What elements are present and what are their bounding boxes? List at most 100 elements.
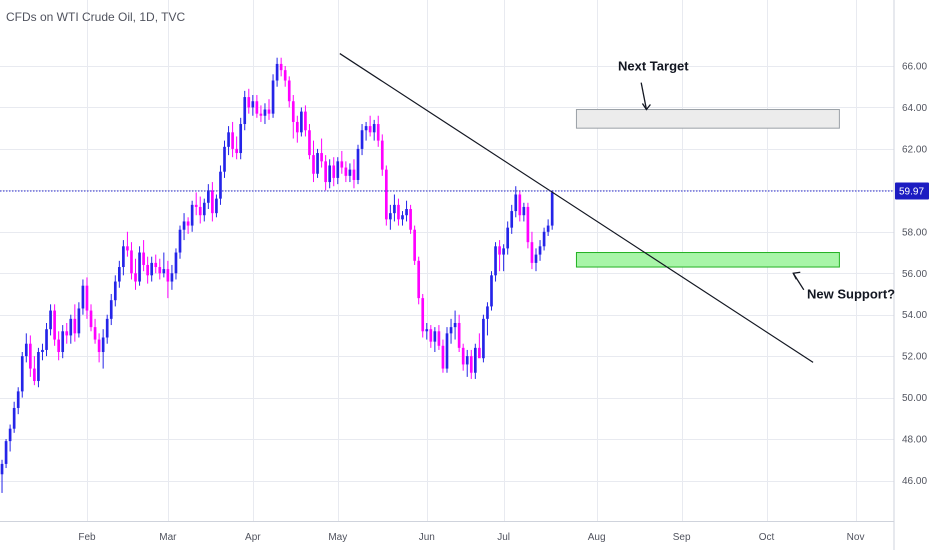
candle-17 xyxy=(69,314,73,344)
candle-64 xyxy=(259,105,263,122)
candle-body-0 xyxy=(0,463,4,475)
candle-12 xyxy=(49,304,52,336)
candle-body-109 xyxy=(441,345,445,369)
candle-90 xyxy=(364,121,368,141)
y-tick-label-2: 50.00 xyxy=(902,393,927,404)
x-tick-label-6: Aug xyxy=(588,532,606,543)
candle-103 xyxy=(417,256,421,305)
candle-111 xyxy=(449,318,453,344)
candle-112 xyxy=(453,310,457,340)
candle-body-117 xyxy=(473,347,477,373)
candle-body-119 xyxy=(482,318,485,359)
candle-20 xyxy=(81,279,85,315)
candle-body-40 xyxy=(162,269,166,274)
x-tick-label-2: Apr xyxy=(245,532,261,543)
candle-body-75 xyxy=(304,111,307,131)
candle-110 xyxy=(445,327,449,373)
candle-98 xyxy=(397,198,400,226)
candle-62 xyxy=(251,95,255,116)
candle-body-55 xyxy=(223,146,226,172)
candle-126 xyxy=(510,204,514,234)
candle-body-74 xyxy=(300,111,303,133)
candle-body-89 xyxy=(360,130,364,149)
candle-body-78 xyxy=(316,153,319,174)
candle-87 xyxy=(352,159,356,189)
candle-body-118 xyxy=(478,347,481,359)
y-tick-label-6: 58.00 xyxy=(902,227,927,238)
candle-body-24 xyxy=(97,339,101,353)
candle-11 xyxy=(45,322,48,357)
candle-1 xyxy=(4,439,8,469)
candle-body-29 xyxy=(117,267,121,282)
candle-129 xyxy=(522,202,526,222)
candle-125 xyxy=(506,221,510,255)
candle-body-134 xyxy=(542,231,546,247)
candle-body-124 xyxy=(502,248,505,255)
candle-45 xyxy=(182,213,186,241)
y-tick-label-0: 46.00 xyxy=(902,476,927,487)
y-tick-label-8: 62.00 xyxy=(902,144,927,155)
candle-body-91 xyxy=(368,126,372,133)
candle-31 xyxy=(126,231,129,257)
candle-23 xyxy=(93,318,97,344)
candle-body-43 xyxy=(174,252,178,274)
candle-88 xyxy=(356,144,360,185)
candle-133 xyxy=(538,240,542,261)
candle-body-7 xyxy=(29,343,32,369)
candle-135 xyxy=(546,219,550,236)
y-tick-label-4: 54.00 xyxy=(902,310,927,321)
candle-body-27 xyxy=(109,300,113,319)
current-price-label: 59.97 xyxy=(899,186,924,197)
candle-48 xyxy=(194,192,198,216)
candle-37 xyxy=(150,256,154,282)
candle-100 xyxy=(405,200,408,222)
candle-122 xyxy=(494,242,497,282)
candle-body-52 xyxy=(211,190,214,214)
new-support-arrow-head xyxy=(792,271,801,280)
candle-body-76 xyxy=(308,130,311,156)
x-tick-label-9: Nov xyxy=(847,532,865,543)
candle-body-110 xyxy=(445,333,449,369)
candle-body-26 xyxy=(105,318,109,338)
candle-body-35 xyxy=(142,252,145,265)
candle-body-82 xyxy=(332,165,336,178)
next-target-zone xyxy=(575,109,840,129)
candle-body-72 xyxy=(291,101,295,122)
candle-body-60 xyxy=(243,97,247,125)
candle-body-68 xyxy=(275,63,279,81)
candle-120 xyxy=(486,302,489,336)
candle-body-97 xyxy=(393,204,396,214)
candle-108 xyxy=(437,325,441,350)
candle-body-90 xyxy=(364,126,368,131)
candle-56 xyxy=(227,126,230,156)
candle-body-10 xyxy=(41,349,44,353)
candle-body-120 xyxy=(486,306,489,319)
candle-body-47 xyxy=(190,204,194,226)
candle-51 xyxy=(206,184,210,210)
candle-body-5 xyxy=(20,356,24,392)
candle-body-101 xyxy=(409,209,412,230)
candle-body-56 xyxy=(227,132,230,147)
candle-body-69 xyxy=(279,63,283,71)
candle-body-94 xyxy=(380,140,384,170)
candle-44 xyxy=(178,225,182,259)
x-tick-label-4: Jun xyxy=(419,532,435,543)
candle-7 xyxy=(29,335,32,377)
candle-body-66 xyxy=(267,109,271,114)
x-tick-label-8: Oct xyxy=(759,532,775,543)
next-target-arrow xyxy=(640,82,651,111)
candle-130 xyxy=(526,202,530,249)
candle-body-36 xyxy=(146,264,149,276)
candle-body-48 xyxy=(194,204,198,207)
candle-42 xyxy=(170,264,174,290)
candle-body-33 xyxy=(134,273,137,282)
candle-body-19 xyxy=(77,308,81,334)
current-price-badge xyxy=(895,182,929,200)
candle-body-58 xyxy=(235,148,238,154)
chart-title: CFDs on WTI Crude Oil, 1D, TVC xyxy=(6,10,185,24)
candle-body-121 xyxy=(490,275,493,307)
candle-5 xyxy=(20,352,24,398)
candle-body-28 xyxy=(113,281,117,301)
candle-body-1 xyxy=(4,441,8,464)
